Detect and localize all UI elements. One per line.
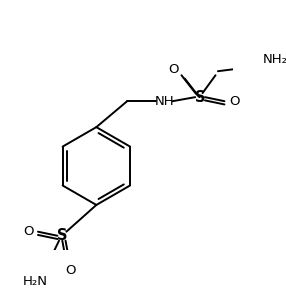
- Text: NH: NH: [155, 95, 174, 108]
- Text: O: O: [23, 225, 33, 238]
- Text: NH₂: NH₂: [263, 53, 286, 65]
- Text: S: S: [195, 90, 205, 105]
- Text: H₂N: H₂N: [23, 275, 48, 288]
- Text: O: O: [65, 264, 76, 277]
- Text: O: O: [168, 63, 178, 76]
- Text: O: O: [229, 95, 239, 108]
- Text: S: S: [57, 228, 67, 243]
